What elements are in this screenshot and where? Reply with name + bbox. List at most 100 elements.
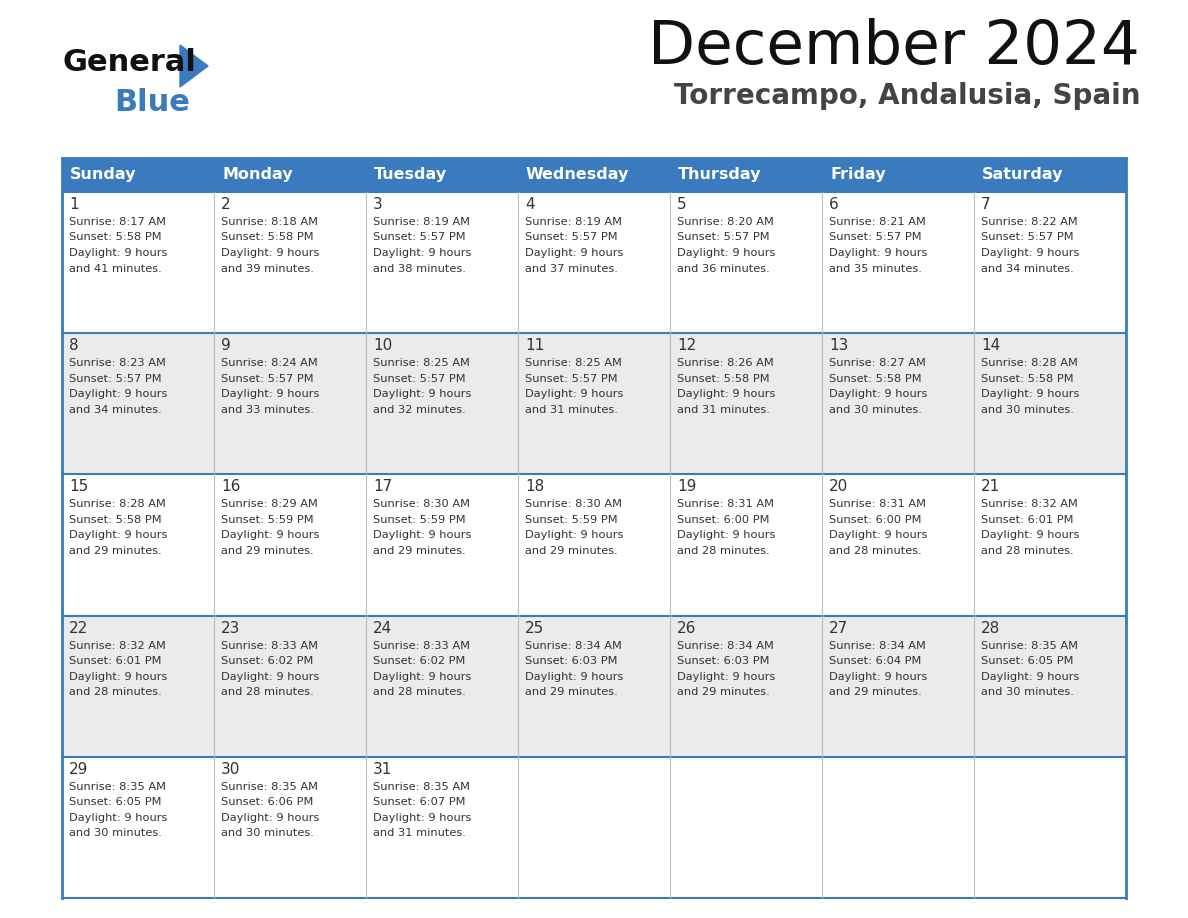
Text: Sunrise: 8:34 AM: Sunrise: 8:34 AM	[525, 641, 621, 651]
Text: and 31 minutes.: and 31 minutes.	[373, 828, 466, 838]
Text: Daylight: 9 hours: Daylight: 9 hours	[829, 389, 928, 399]
Text: and 29 minutes.: and 29 minutes.	[829, 687, 922, 697]
Text: Sunrise: 8:18 AM: Sunrise: 8:18 AM	[221, 217, 318, 227]
Text: 28: 28	[981, 621, 1000, 635]
Text: and 29 minutes.: and 29 minutes.	[221, 546, 314, 556]
Text: 23: 23	[221, 621, 240, 635]
Text: Sunset: 5:58 PM: Sunset: 5:58 PM	[69, 515, 162, 525]
Text: Sunrise: 8:19 AM: Sunrise: 8:19 AM	[373, 217, 470, 227]
Text: Sunset: 5:57 PM: Sunset: 5:57 PM	[221, 374, 314, 384]
Text: Daylight: 9 hours: Daylight: 9 hours	[221, 812, 320, 823]
Text: and 30 minutes.: and 30 minutes.	[69, 828, 162, 838]
Text: and 28 minutes.: and 28 minutes.	[373, 687, 466, 697]
Text: and 30 minutes.: and 30 minutes.	[981, 687, 1074, 697]
Text: Daylight: 9 hours: Daylight: 9 hours	[677, 531, 776, 541]
Text: Daylight: 9 hours: Daylight: 9 hours	[221, 248, 320, 258]
Text: 13: 13	[829, 338, 848, 353]
Text: Torrecampo, Andalusia, Spain: Torrecampo, Andalusia, Spain	[674, 82, 1140, 110]
Text: December 2024: December 2024	[649, 18, 1140, 77]
Bar	[62, 192, 1126, 333]
Text: Daylight: 9 hours: Daylight: 9 hours	[373, 812, 472, 823]
Text: and 33 minutes.: and 33 minutes.	[221, 405, 314, 415]
Text: and 29 minutes.: and 29 minutes.	[373, 546, 466, 556]
Bar	[62, 616, 1126, 756]
Text: Daylight: 9 hours: Daylight: 9 hours	[69, 248, 168, 258]
Text: Daylight: 9 hours: Daylight: 9 hours	[677, 672, 776, 681]
Text: Daylight: 9 hours: Daylight: 9 hours	[373, 248, 472, 258]
Text: Sunrise: 8:30 AM: Sunrise: 8:30 AM	[525, 499, 623, 509]
Text: Sunrise: 8:29 AM: Sunrise: 8:29 AM	[221, 499, 318, 509]
Text: 21: 21	[981, 479, 1000, 495]
Text: Daylight: 9 hours: Daylight: 9 hours	[525, 672, 624, 681]
Text: Sunset: 6:01 PM: Sunset: 6:01 PM	[69, 656, 162, 666]
Text: Daylight: 9 hours: Daylight: 9 hours	[69, 812, 168, 823]
Text: Sunrise: 8:28 AM: Sunrise: 8:28 AM	[69, 499, 166, 509]
Text: 8: 8	[69, 338, 78, 353]
Text: 15: 15	[69, 479, 88, 495]
Text: Daylight: 9 hours: Daylight: 9 hours	[69, 389, 168, 399]
Text: and 31 minutes.: and 31 minutes.	[525, 405, 618, 415]
Text: Daylight: 9 hours: Daylight: 9 hours	[981, 389, 1080, 399]
Text: Daylight: 9 hours: Daylight: 9 hours	[829, 672, 928, 681]
Text: Tuesday: Tuesday	[374, 167, 447, 183]
Text: Sunrise: 8:27 AM: Sunrise: 8:27 AM	[829, 358, 925, 368]
Text: Daylight: 9 hours: Daylight: 9 hours	[981, 248, 1080, 258]
Text: 20: 20	[829, 479, 848, 495]
Text: Sunset: 5:57 PM: Sunset: 5:57 PM	[525, 374, 618, 384]
Text: 31: 31	[373, 762, 392, 777]
Text: Daylight: 9 hours: Daylight: 9 hours	[221, 531, 320, 541]
Text: Sunrise: 8:21 AM: Sunrise: 8:21 AM	[829, 217, 925, 227]
Text: Sunset: 5:58 PM: Sunset: 5:58 PM	[677, 374, 770, 384]
Text: 5: 5	[677, 197, 687, 212]
Text: Sunset: 6:02 PM: Sunset: 6:02 PM	[221, 656, 314, 666]
Text: and 29 minutes.: and 29 minutes.	[677, 687, 770, 697]
Text: Sunrise: 8:35 AM: Sunrise: 8:35 AM	[373, 782, 470, 792]
Text: 3: 3	[373, 197, 383, 212]
Text: and 41 minutes.: and 41 minutes.	[69, 263, 162, 274]
Text: Sunset: 6:00 PM: Sunset: 6:00 PM	[677, 515, 770, 525]
Text: Sunday: Sunday	[70, 167, 137, 183]
Polygon shape	[181, 45, 208, 87]
Text: Daylight: 9 hours: Daylight: 9 hours	[525, 248, 624, 258]
Text: and 29 minutes.: and 29 minutes.	[69, 546, 162, 556]
Text: Sunset: 5:58 PM: Sunset: 5:58 PM	[221, 232, 314, 242]
Text: 24: 24	[373, 621, 392, 635]
Text: Sunrise: 8:34 AM: Sunrise: 8:34 AM	[677, 641, 773, 651]
Bar	[62, 756, 1126, 898]
Text: 29: 29	[69, 762, 88, 777]
Text: Blue: Blue	[114, 88, 190, 117]
Text: Sunset: 6:00 PM: Sunset: 6:00 PM	[829, 515, 922, 525]
Text: Sunrise: 8:33 AM: Sunrise: 8:33 AM	[373, 641, 470, 651]
Text: Daylight: 9 hours: Daylight: 9 hours	[525, 531, 624, 541]
Text: Sunset: 6:02 PM: Sunset: 6:02 PM	[373, 656, 466, 666]
Text: 27: 27	[829, 621, 848, 635]
Text: 12: 12	[677, 338, 696, 353]
Text: Sunrise: 8:19 AM: Sunrise: 8:19 AM	[525, 217, 623, 227]
Text: 9: 9	[221, 338, 230, 353]
Text: 17: 17	[373, 479, 392, 495]
Text: Sunset: 6:03 PM: Sunset: 6:03 PM	[677, 656, 770, 666]
Text: and 36 minutes.: and 36 minutes.	[677, 263, 770, 274]
Text: Sunset: 5:57 PM: Sunset: 5:57 PM	[373, 374, 466, 384]
Text: 30: 30	[221, 762, 240, 777]
Text: Daylight: 9 hours: Daylight: 9 hours	[829, 248, 928, 258]
Text: Sunset: 5:58 PM: Sunset: 5:58 PM	[69, 232, 162, 242]
Text: Daylight: 9 hours: Daylight: 9 hours	[69, 531, 168, 541]
Text: Sunset: 5:59 PM: Sunset: 5:59 PM	[525, 515, 618, 525]
Text: Sunset: 6:04 PM: Sunset: 6:04 PM	[829, 656, 922, 666]
Bar	[62, 475, 1126, 616]
Text: 11: 11	[525, 338, 544, 353]
Text: 22: 22	[69, 621, 88, 635]
Text: Sunrise: 8:20 AM: Sunrise: 8:20 AM	[677, 217, 773, 227]
Text: and 28 minutes.: and 28 minutes.	[981, 546, 1074, 556]
Text: Sunset: 6:03 PM: Sunset: 6:03 PM	[525, 656, 618, 666]
Text: and 30 minutes.: and 30 minutes.	[829, 405, 922, 415]
Text: 10: 10	[373, 338, 392, 353]
Text: Sunset: 5:57 PM: Sunset: 5:57 PM	[525, 232, 618, 242]
Text: Sunset: 5:57 PM: Sunset: 5:57 PM	[829, 232, 922, 242]
Text: Wednesday: Wednesday	[526, 167, 630, 183]
Text: 6: 6	[829, 197, 839, 212]
Text: 26: 26	[677, 621, 696, 635]
Text: 16: 16	[221, 479, 240, 495]
Text: and 34 minutes.: and 34 minutes.	[69, 405, 162, 415]
